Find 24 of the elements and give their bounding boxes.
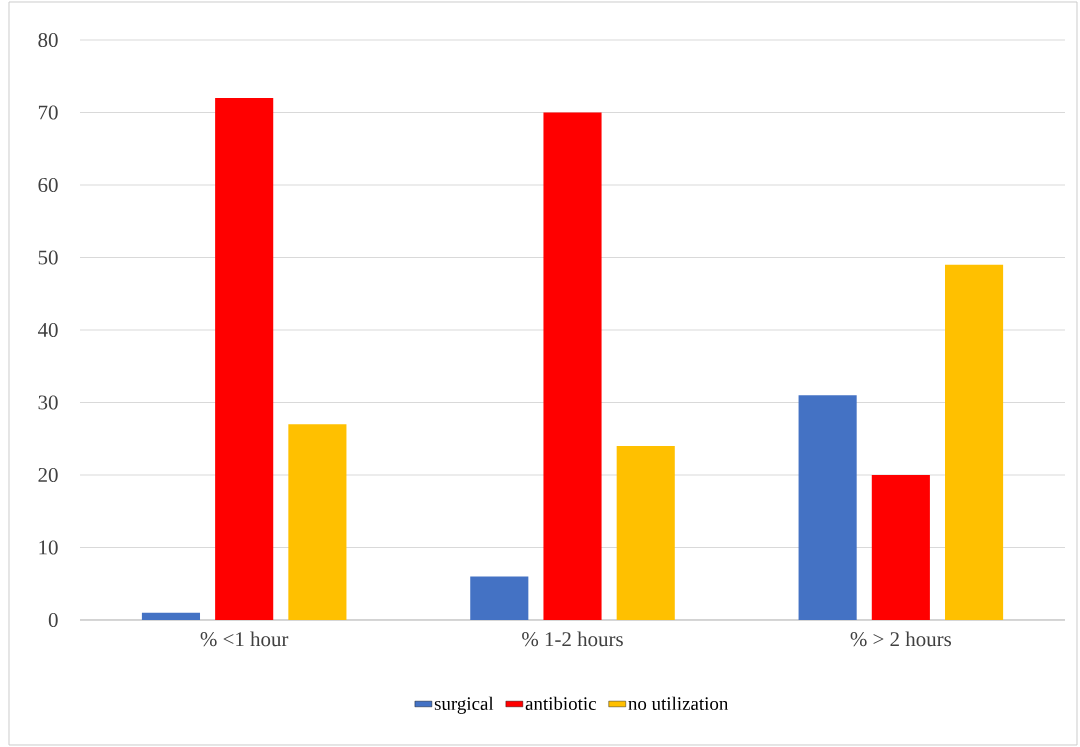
y-tick-label: 60 <box>38 177 58 193</box>
x-tick-label: % 1-2 hours <box>522 631 623 647</box>
legend-label: antibiotic <box>525 696 596 710</box>
y-tick-label: 70 <box>38 105 58 120</box>
bar <box>616 445 675 620</box>
y-tick-label: 10 <box>39 540 58 555</box>
y-tick-label: 20 <box>38 467 58 483</box>
bar <box>141 612 201 620</box>
y-tick-label: 80 <box>38 32 58 48</box>
bar <box>215 97 274 620</box>
bar <box>945 264 1004 620</box>
bar <box>871 474 930 620</box>
bar <box>288 424 347 620</box>
x-tick-label: % > 2 hours <box>850 631 952 647</box>
y-tick-label: 0 <box>48 612 58 628</box>
y-tick-label: 50 <box>38 250 58 265</box>
legend-label: no utilization <box>628 696 729 710</box>
legend-label: surgical <box>434 696 494 714</box>
y-tick-label: 40 <box>37 322 58 338</box>
x-tick-label: % <1 hour <box>200 631 289 647</box>
bar <box>543 112 602 620</box>
bar <box>470 576 529 620</box>
bar <box>798 395 857 620</box>
y-tick-label: 30 <box>38 395 58 410</box>
